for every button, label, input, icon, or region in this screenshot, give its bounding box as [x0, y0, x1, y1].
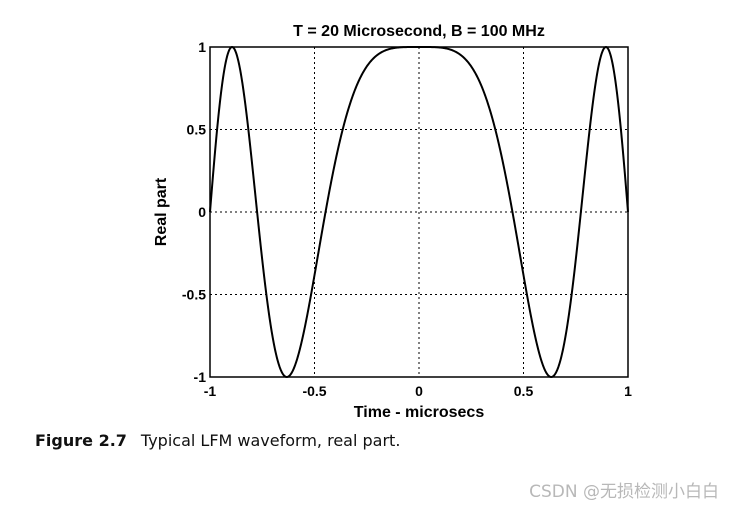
y-tick-labels: -1 -0.5 0 0.5 1	[182, 39, 206, 385]
x-tick-label: 0	[415, 383, 423, 399]
chart-title: T = 20 Microsecond, B = 100 MHz	[293, 23, 545, 40]
x-axis-label: Time - microsecs	[354, 404, 485, 421]
y-tick-label: -1	[194, 369, 207, 385]
grid	[210, 47, 628, 377]
x-tick-label: 1	[624, 383, 632, 399]
figure-caption: Figure 2.7 Typical LFM waveform, real par…	[35, 431, 400, 450]
x-tick-label: -0.5	[302, 383, 326, 399]
x-tick-label: -1	[204, 383, 217, 399]
x-tick-labels: -1 -0.5 0 0.5 1	[204, 383, 632, 399]
y-axis-label: Real part	[153, 177, 170, 246]
figure-label: Figure 2.7	[35, 431, 127, 450]
y-tick-label: 1	[198, 39, 206, 55]
y-tick-label: -0.5	[182, 287, 206, 303]
y-tick-label: 0	[198, 204, 206, 220]
y-tick-label: 0.5	[187, 122, 207, 138]
x-tick-label: 0.5	[514, 383, 534, 399]
watermark: CSDN @无损检测小白白	[529, 482, 719, 502]
plot-frame	[209, 46, 629, 378]
caption-text: Typical LFM waveform, real part.	[140, 431, 401, 450]
